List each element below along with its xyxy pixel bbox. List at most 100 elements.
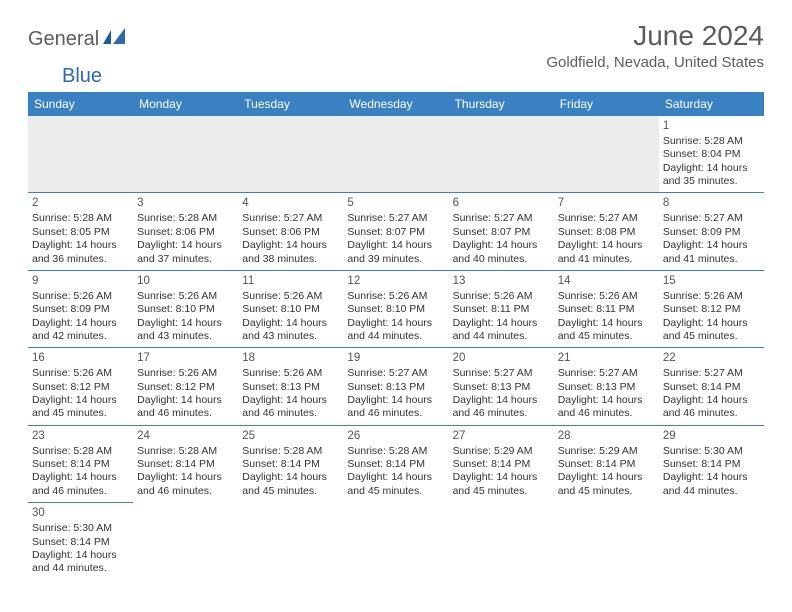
daylight-line: Daylight: 14 hours and 35 minutes. [663,162,760,189]
daylight-line: Daylight: 14 hours and 45 minutes. [347,471,444,498]
daylight-line: Daylight: 14 hours and 45 minutes. [558,317,655,344]
day-cell: 1Sunrise: 5:28 AMSunset: 8:04 PMDaylight… [659,116,764,193]
weekday-header: Sunday [28,92,133,116]
daylight-line: Daylight: 14 hours and 44 minutes. [32,549,129,576]
weekday-header: Wednesday [343,92,448,116]
daylight-line: Daylight: 14 hours and 45 minutes. [32,394,129,421]
daylight-line: Daylight: 14 hours and 46 minutes. [663,394,760,421]
daylight-line: Daylight: 14 hours and 46 minutes. [558,394,655,421]
page-header: General June 2024 Goldfield, Nevada, Uni… [28,20,764,71]
day-number: 22 [663,351,760,366]
sunrise-line: Sunrise: 5:26 AM [663,290,760,303]
sunset-line: Sunset: 8:11 PM [453,303,550,316]
day-number: 9 [32,274,129,289]
sunrise-line: Sunrise: 5:26 AM [558,290,655,303]
day-cell: 21Sunrise: 5:27 AMSunset: 8:13 PMDayligh… [554,348,659,425]
sunset-line: Sunset: 8:13 PM [347,381,444,394]
day-cell: 7Sunrise: 5:27 AMSunset: 8:08 PMDaylight… [554,193,659,270]
weekday-header: Friday [554,92,659,116]
sunset-line: Sunset: 8:08 PM [558,226,655,239]
daylight-line: Daylight: 14 hours and 37 minutes. [137,239,234,266]
sunrise-line: Sunrise: 5:26 AM [347,290,444,303]
day-cell: 4Sunrise: 5:27 AMSunset: 8:06 PMDaylight… [238,193,343,270]
brand-logo: General [28,20,131,51]
sunset-line: Sunset: 8:12 PM [663,303,760,316]
daylight-line: Daylight: 14 hours and 46 minutes. [137,471,234,498]
sunrise-line: Sunrise: 5:27 AM [453,212,550,225]
sunset-line: Sunset: 8:14 PM [453,458,550,471]
sunrise-line: Sunrise: 5:29 AM [453,445,550,458]
day-cell: 15Sunrise: 5:26 AMSunset: 8:12 PMDayligh… [659,270,764,347]
day-cell: 30Sunrise: 5:30 AMSunset: 8:14 PMDayligh… [28,503,133,580]
day-number: 29 [663,429,760,444]
day-cell: 28Sunrise: 5:29 AMSunset: 8:14 PMDayligh… [554,425,659,502]
empty-cell [28,116,133,193]
day-number: 12 [347,274,444,289]
day-number: 2 [32,196,129,211]
calendar-table: Sunday Monday Tuesday Wednesday Thursday… [28,92,764,580]
daylight-line: Daylight: 14 hours and 45 minutes. [558,471,655,498]
sunrise-line: Sunrise: 5:28 AM [242,445,339,458]
day-number: 4 [242,196,339,211]
sunrise-line: Sunrise: 5:27 AM [558,367,655,380]
sunset-line: Sunset: 8:07 PM [347,226,444,239]
day-cell: 2Sunrise: 5:28 AMSunset: 8:05 PMDaylight… [28,193,133,270]
daylight-line: Daylight: 14 hours and 46 minutes. [453,394,550,421]
sunrise-line: Sunrise: 5:27 AM [347,367,444,380]
empty-cell [554,503,659,580]
day-cell: 27Sunrise: 5:29 AMSunset: 8:14 PMDayligh… [449,425,554,502]
day-cell: 9Sunrise: 5:26 AMSunset: 8:09 PMDaylight… [28,270,133,347]
day-number: 16 [32,351,129,366]
day-cell: 18Sunrise: 5:26 AMSunset: 8:13 PMDayligh… [238,348,343,425]
sunrise-line: Sunrise: 5:27 AM [347,212,444,225]
day-cell: 23Sunrise: 5:28 AMSunset: 8:14 PMDayligh… [28,425,133,502]
daylight-line: Daylight: 14 hours and 44 minutes. [453,317,550,344]
sunrise-line: Sunrise: 5:28 AM [32,212,129,225]
weekday-header: Thursday [449,92,554,116]
sunset-line: Sunset: 8:09 PM [663,226,760,239]
day-cell: 24Sunrise: 5:28 AMSunset: 8:14 PMDayligh… [133,425,238,502]
weekday-header: Saturday [659,92,764,116]
empty-cell [238,116,343,193]
sunset-line: Sunset: 8:13 PM [558,381,655,394]
day-cell: 22Sunrise: 5:27 AMSunset: 8:14 PMDayligh… [659,348,764,425]
empty-cell [659,503,764,580]
sunrise-line: Sunrise: 5:26 AM [32,290,129,303]
weekday-header: Monday [133,92,238,116]
weekday-header: Tuesday [238,92,343,116]
empty-cell [238,503,343,580]
calendar-row: 9Sunrise: 5:26 AMSunset: 8:09 PMDaylight… [28,270,764,347]
sunset-line: Sunset: 8:14 PM [558,458,655,471]
empty-cell [133,503,238,580]
calendar-body: 1Sunrise: 5:28 AMSunset: 8:04 PMDaylight… [28,116,764,580]
sunset-line: Sunset: 8:14 PM [347,458,444,471]
sunrise-line: Sunrise: 5:28 AM [137,445,234,458]
day-number: 1 [663,119,760,134]
day-cell: 25Sunrise: 5:28 AMSunset: 8:14 PMDayligh… [238,425,343,502]
sunset-line: Sunset: 8:07 PM [453,226,550,239]
sunrise-line: Sunrise: 5:28 AM [347,445,444,458]
day-number: 20 [453,351,550,366]
sunrise-line: Sunrise: 5:26 AM [242,367,339,380]
day-cell: 13Sunrise: 5:26 AMSunset: 8:11 PMDayligh… [449,270,554,347]
day-number: 14 [558,274,655,289]
sunrise-line: Sunrise: 5:26 AM [137,290,234,303]
empty-cell [343,116,448,193]
sunset-line: Sunset: 8:04 PM [663,148,760,161]
sunset-line: Sunset: 8:13 PM [453,381,550,394]
daylight-line: Daylight: 14 hours and 44 minutes. [347,317,444,344]
daylight-line: Daylight: 14 hours and 46 minutes. [242,394,339,421]
daylight-line: Daylight: 14 hours and 45 minutes. [453,471,550,498]
sunset-line: Sunset: 8:09 PM [32,303,129,316]
day-number: 18 [242,351,339,366]
daylight-line: Daylight: 14 hours and 43 minutes. [242,317,339,344]
sunrise-line: Sunrise: 5:29 AM [558,445,655,458]
day-cell: 10Sunrise: 5:26 AMSunset: 8:10 PMDayligh… [133,270,238,347]
sunset-line: Sunset: 8:06 PM [242,226,339,239]
day-cell: 5Sunrise: 5:27 AMSunset: 8:07 PMDaylight… [343,193,448,270]
day-cell: 20Sunrise: 5:27 AMSunset: 8:13 PMDayligh… [449,348,554,425]
calendar-row: 23Sunrise: 5:28 AMSunset: 8:14 PMDayligh… [28,425,764,502]
title-block: June 2024 Goldfield, Nevada, United Stat… [546,20,764,71]
sunset-line: Sunset: 8:10 PM [242,303,339,316]
empty-cell [343,503,448,580]
